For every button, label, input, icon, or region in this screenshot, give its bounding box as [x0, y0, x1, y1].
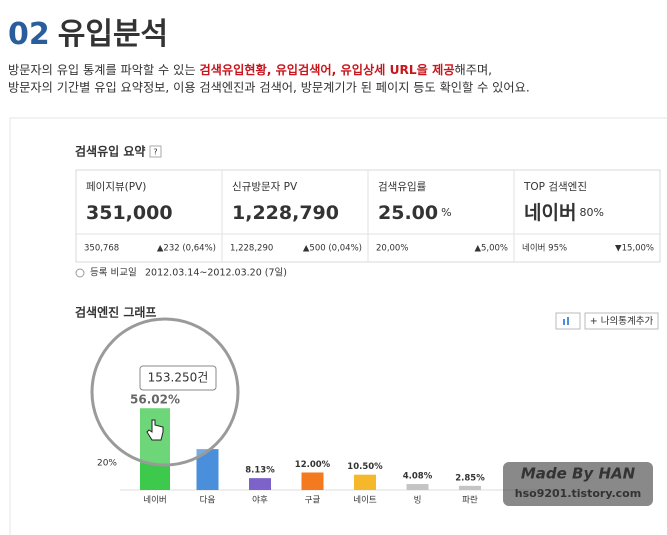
y-tick-label: 20% — [97, 459, 117, 469]
card-change: ▼15,00% — [615, 244, 654, 254]
tooltip-text: 153.250건 — [148, 371, 209, 385]
card-compare: 350,768 — [84, 244, 119, 254]
x-tick-label: 구글 — [305, 496, 321, 506]
value-label: 8.13% — [245, 466, 275, 476]
compare-range: 2012.03.14~2012.03.20 (7일) — [145, 268, 287, 279]
icon — [567, 317, 569, 325]
card-value-main: 25.00 — [378, 202, 438, 224]
bar — [301, 472, 324, 490]
bar — [406, 484, 429, 490]
summary-title: 검색유입 요약 — [75, 144, 145, 159]
add-button[interactable] — [584, 312, 659, 330]
card-label: 검색유입률 — [378, 180, 427, 193]
card-change: ▲500 (0,04%) — [303, 244, 362, 254]
x-tick-label: 파란 — [462, 495, 478, 506]
magnifier — [90, 317, 240, 467]
desc-line2: 방문자의 기간별 유입 요약정보, 이용 검색엔진과 검색어, 방문계기가 된 … — [8, 80, 530, 95]
value-label: 10.50% — [347, 462, 383, 472]
card-value-main: 351,000 — [86, 202, 173, 224]
card-value-main: 1,228,790 — [232, 202, 339, 224]
icon — [563, 319, 565, 325]
compare-label: 등록 비교일 — [90, 268, 137, 279]
x-tick-label: 네이버 — [143, 495, 166, 506]
card-compare: 네이버 95% — [522, 243, 567, 254]
value-label: 56.02% — [130, 393, 180, 407]
card-value: 1,228,790 — [232, 202, 339, 224]
title-number: 02 — [8, 17, 50, 52]
title: 02 유입분석 — [8, 17, 168, 52]
desc-text: 해주며, — [455, 63, 493, 77]
tooltip — [139, 365, 217, 391]
card-value-unit: 80% — [579, 206, 603, 219]
card-change: ▲232 (0,64%) — [157, 244, 216, 254]
value-label: 12.00% — [295, 460, 331, 470]
card-value-main: 네이버 — [524, 202, 576, 224]
desc-highlight: 검색유입현황, 유입검색어, 유입상세 URL을 제공 — [199, 62, 454, 77]
card-change: ▲5,00% — [474, 244, 508, 254]
value-label: 2.85% — [455, 473, 485, 483]
bar — [196, 449, 219, 490]
add-button-text: + 나의통계추가 — [590, 315, 654, 327]
help-icon[interactable] — [149, 145, 162, 158]
x-tick-label: 다음 — [200, 496, 216, 506]
card-value: 351,000 — [86, 202, 173, 224]
watermark-title: Made By HAN — [521, 465, 636, 483]
card-label: 페이지뷰(PV) — [86, 181, 146, 193]
card-label: 신규방문자 PV — [232, 181, 298, 193]
graph-title: 검색엔진 그래프 — [75, 305, 156, 320]
card-compare: 1,228,290 — [230, 244, 273, 254]
x-tick-label: 야후 — [252, 495, 268, 506]
watermark-bg — [503, 462, 653, 506]
desc-line1: 방문자의 유입 통계를 파악할 수 있는 검색유입현황, 유입검색어, 유입상세… — [8, 62, 492, 77]
title-text: 유입분석 — [58, 17, 168, 52]
x-tick-label: 빙 — [414, 496, 422, 506]
card-compare: 20,00% — [376, 244, 408, 254]
card-label: TOP 검색엔진 — [523, 181, 587, 193]
bar — [459, 485, 481, 490]
card-value-unit: % — [441, 206, 451, 219]
cursor — [146, 419, 164, 441]
info-icon — [75, 268, 85, 278]
watermark-url: hso9201.tistory.com — [515, 487, 641, 500]
bar — [249, 478, 271, 490]
card-value: 25.00% — [378, 202, 452, 224]
value-label: 4.08% — [403, 472, 433, 482]
x-tick-label: 네이트 — [353, 495, 377, 506]
desc-text: 방문자의 유입 통계를 파악할 수 있는 — [8, 63, 199, 77]
card-value: 네이버 80% — [524, 202, 604, 224]
bar — [354, 474, 376, 490]
help-text: ? — [153, 148, 157, 157]
